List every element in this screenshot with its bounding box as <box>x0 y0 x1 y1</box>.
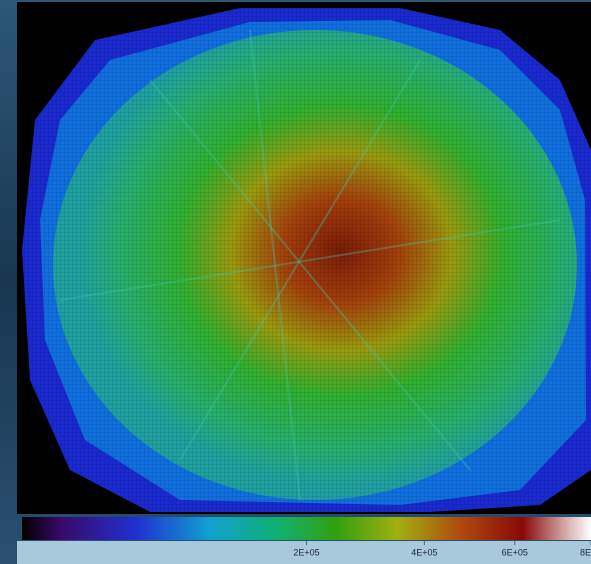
colorbar-tick-label: 4E+05 <box>411 547 437 557</box>
exposure-map: 2E+05 4E+05 6E+05 8E <box>0 0 591 564</box>
colorbar-tick-label: 6E+05 <box>502 547 528 557</box>
colorbar <box>22 517 591 540</box>
colorbar-tick-label: 2E+05 <box>293 547 319 557</box>
colorbar-tick-label: 8E <box>580 547 591 557</box>
scan-texture <box>17 2 591 514</box>
